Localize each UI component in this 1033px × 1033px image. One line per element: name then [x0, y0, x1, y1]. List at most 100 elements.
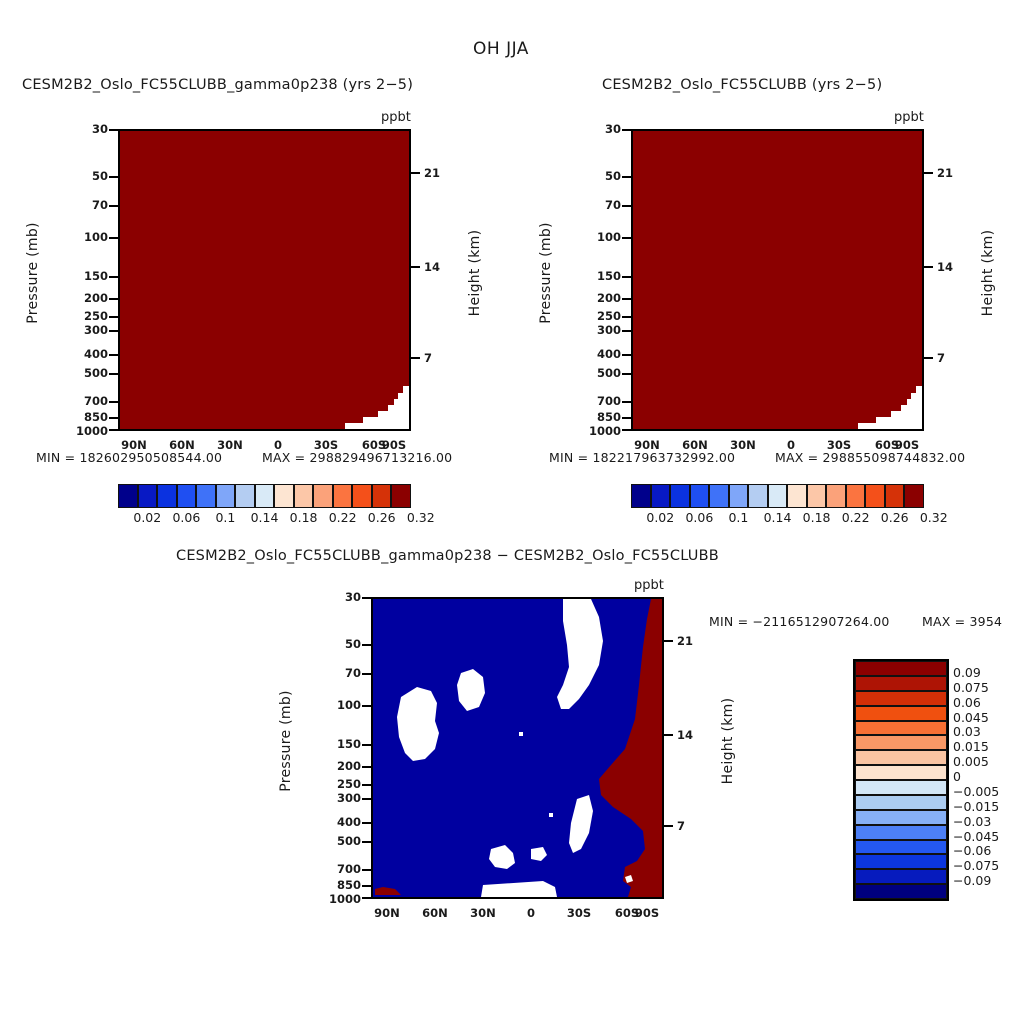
y2-tick-label: 14: [677, 728, 694, 742]
y-tick-label: 400: [83, 347, 108, 361]
colorbar-tick-label: 0.005: [953, 754, 989, 770]
colorbar-swatch: [332, 484, 353, 508]
y-tick-label: 1000: [588, 424, 621, 438]
colorbar-swatch: [254, 484, 275, 508]
colorbar-swatch: [855, 765, 947, 780]
colorbar-swatch: [274, 484, 294, 508]
colorbar-swatch: [371, 484, 392, 508]
y-tick-label: 70: [604, 198, 621, 212]
colorbar-swatch: [215, 484, 236, 508]
y-tick-label: 400: [596, 347, 621, 361]
colorbar-tick-label: 0.09: [953, 664, 981, 680]
panel-left-y-axis: 30 50 70 100 150 200 250 300 400 500 700…: [60, 122, 118, 438]
colorbar-swatch: [787, 484, 807, 508]
panel-left-title: CESM2B2_Oslo_FC55CLUBB_gamma0p238 (yrs 2…: [22, 77, 414, 93]
colorbar-swatch: [855, 690, 947, 706]
x-tick-label: 90S: [381, 438, 407, 452]
y-tick-label: 100: [336, 698, 361, 712]
colorbar-tick-label: 0.18: [802, 510, 831, 525]
colorbar-swatch: [855, 854, 947, 870]
y2-tick-label: 14: [424, 260, 441, 274]
panel-diff-max-label: MAX = 3954: [922, 614, 1003, 629]
colorbar-swatch: [670, 484, 690, 508]
colorbar-swatch: [855, 735, 947, 751]
colorbar-swatch: [157, 484, 177, 508]
x-tick-label: 0: [273, 438, 282, 452]
panel-left-y2-axis: 21 14 7: [411, 129, 461, 431]
y2-tick-label: 7: [424, 351, 433, 365]
panel-right-max-label: MAX = 298855098744832.00: [775, 450, 966, 465]
panel-diff-min-label: MIN = −2116512907264.00: [709, 614, 890, 629]
panel-left-min-label: MIN = 182602950508544.00: [36, 450, 223, 465]
x-tick-label: 60N: [422, 906, 448, 920]
colorbar-tick-label: −0.09: [953, 873, 992, 889]
y-tick-label: 100: [83, 230, 108, 244]
y-tick-label: 700: [596, 394, 621, 408]
colorbar-swatch: [855, 705, 947, 721]
colorbar-tick-label: 0.1: [728, 510, 749, 525]
x-tick-label: 30N: [470, 906, 496, 920]
y-tick-label: 250: [596, 309, 621, 323]
y2-tick-label: 21: [424, 166, 441, 180]
colorbar-tick-label: −0.06: [953, 843, 992, 859]
panel-diff-plot-area: [371, 597, 664, 899]
panel-left-y-axis-title: Pressure (mb): [25, 222, 41, 324]
y-tick-label: 700: [336, 862, 361, 876]
colorbar-swatch: [855, 780, 947, 795]
y-tick-label: 70: [91, 198, 108, 212]
y-tick-label: 30: [604, 122, 621, 136]
colorbar-tick-label: 0.22: [328, 510, 357, 525]
y2-tick-label: 21: [937, 166, 954, 180]
panel-right-title: CESM2B2_Oslo_FC55CLUBB (yrs 2−5): [602, 77, 883, 93]
panel-diff-y-axis: 30 50 70 100 150 200 250 300 400 500 700…: [313, 590, 371, 906]
colorbar-tick-label: 0.14: [763, 510, 792, 525]
colorbar-swatch: [855, 675, 947, 691]
y-tick-label: 200: [596, 291, 621, 305]
colorbar-tick-label: −0.075: [953, 858, 1000, 874]
panel-right-unit-label: ppbt: [894, 110, 924, 125]
x-tick-label: 30S: [826, 438, 852, 452]
colorbar-swatch: [855, 750, 947, 766]
colorbar-swatch: [748, 484, 768, 508]
y-tick-label: 150: [596, 269, 621, 283]
y-tick-label: 50: [91, 169, 108, 183]
x-tick-label: 30N: [217, 438, 243, 452]
colorbar-vertical: 0.09 0.075 0.06 0.045 0.03 0.015 0.005 0 −0.005−…: [853, 659, 1023, 901]
colorbar-tick-label: 0.03: [953, 724, 981, 740]
y-tick-label: 1000: [328, 892, 361, 906]
panel-diff-x-axis: 90N 60N 30N 0 30S 60S 90S: [371, 899, 664, 921]
panel-diff-y-axis-title: Pressure (mb): [278, 690, 294, 792]
colorbar-swatch: [855, 869, 947, 885]
colorbar-swatch: [235, 484, 255, 508]
y-tick-label: 250: [336, 777, 361, 791]
colorbar-tick-label: 0.14: [250, 510, 279, 525]
x-tick-label: 0: [786, 438, 795, 452]
y-tick-label: 200: [336, 759, 361, 773]
colorbar-swatch: [767, 484, 788, 508]
colorbar-tick-label: −0.015: [953, 798, 1000, 814]
colorbar-swatch: [855, 661, 947, 676]
colorbar-swatch: [391, 484, 411, 508]
colorbar-tick-label: 0.32: [919, 510, 948, 525]
panel-left-x-axis: 90N 60N 30N 0 30S 60S 90S: [118, 431, 411, 453]
y2-tick-label: 7: [937, 351, 946, 365]
y-tick-label: 100: [596, 230, 621, 244]
colorbar-swatch: [806, 484, 827, 508]
x-tick-label: 90S: [634, 906, 660, 920]
y-tick-label: 70: [344, 666, 361, 680]
panel-right-plot-area: [631, 129, 924, 431]
panel-right-x-axis: 90N 60N 30N 0 30S 60S 90S: [631, 431, 924, 453]
colorbar-tick-label: 0.02: [133, 510, 162, 525]
x-tick-label: 90N: [634, 438, 660, 452]
y-tick-label: 850: [83, 410, 108, 424]
colorbar-swatch: [855, 884, 947, 899]
panel-right-y-axis-title: Pressure (mb): [538, 222, 554, 324]
colorbar-swatch: [855, 720, 947, 736]
panel-right-y-axis: 30 50 70 100 150 200 250 300 400 500 700…: [573, 122, 631, 438]
panel-left-max-label: MAX = 298829496713216.00: [262, 450, 453, 465]
colorbar-swatch: [855, 839, 947, 855]
y-tick-label: 400: [336, 815, 361, 829]
colorbar-tick-label: 0.18: [289, 510, 318, 525]
y-tick-label: 150: [336, 737, 361, 751]
colorbar-left: 0.02 0.06 0.1 0.14 0.18 0.22 0.26 0.32: [118, 484, 435, 530]
